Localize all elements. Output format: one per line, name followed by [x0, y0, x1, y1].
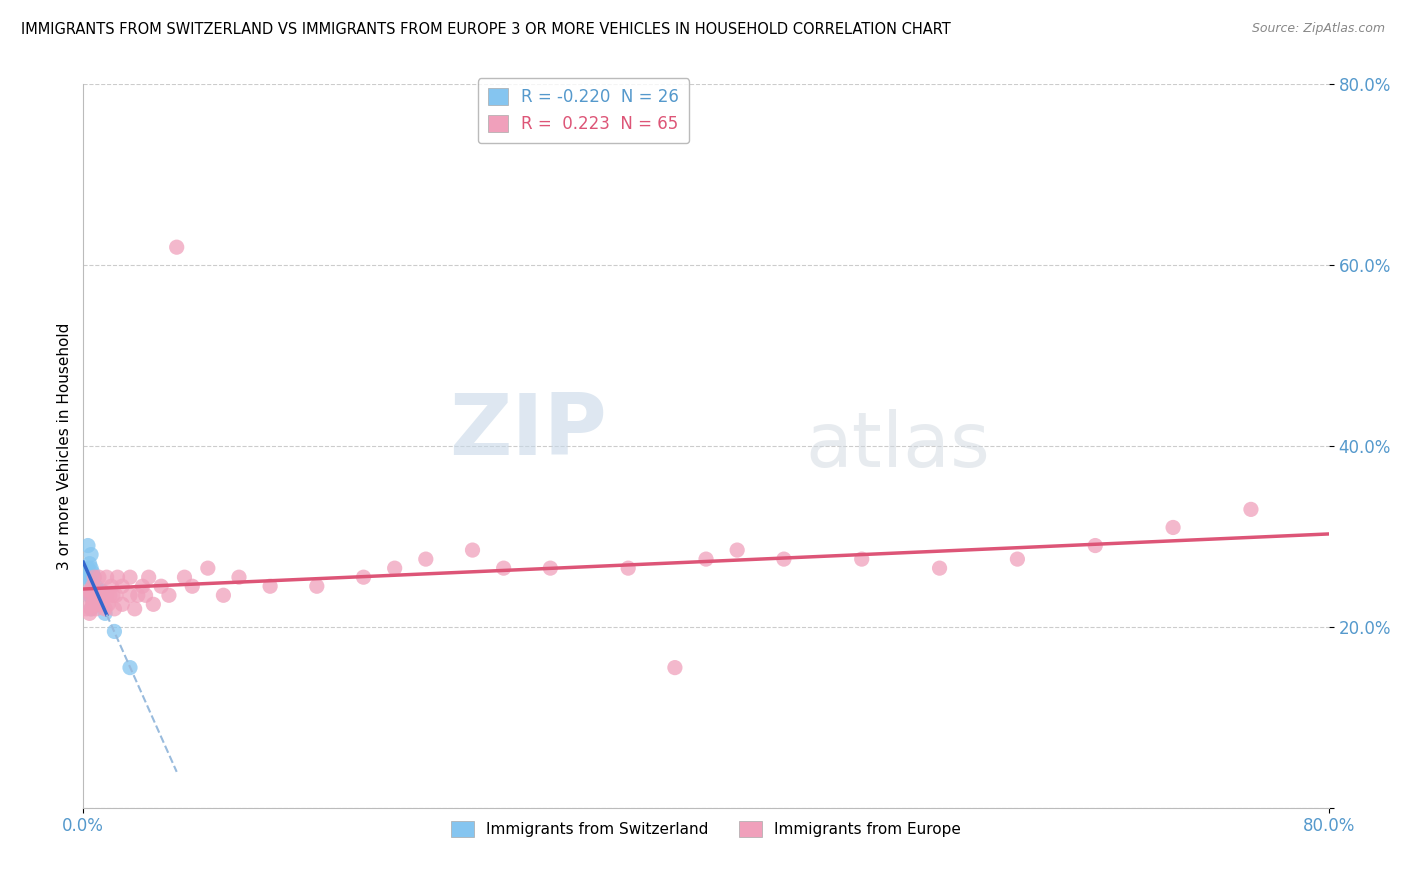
Point [150, 579, 173, 593]
Point [79, 588, 101, 602]
Point [82, 579, 104, 593]
Point [93, 588, 115, 602]
Point [82, 579, 104, 593]
Point [87, 588, 110, 602]
Point [305, 579, 328, 593]
Point [538, 561, 561, 575]
Point [75, 570, 97, 584]
Point [77, 539, 100, 553]
Point [82, 592, 104, 607]
Point [84, 579, 107, 593]
Point [111, 597, 134, 611]
Point [181, 579, 204, 593]
Point [79, 570, 101, 584]
Point [725, 543, 748, 558]
Point [94, 607, 117, 621]
Point [94, 602, 117, 616]
Point [415, 552, 437, 566]
Point [773, 552, 796, 566]
Point [353, 570, 375, 584]
Legend: Immigrants from Switzerland, Immigrants from Europe: Immigrants from Switzerland, Immigrants … [444, 815, 967, 844]
Point [84, 602, 107, 616]
Point [80, 561, 103, 575]
Point [97, 597, 120, 611]
Point [80, 602, 103, 616]
Point [87, 570, 110, 584]
Text: atlas: atlas [806, 409, 991, 483]
Point [101, 588, 124, 602]
Point [79, 607, 101, 621]
Text: IMMIGRANTS FROM SWITZERLAND VS IMMIGRANTS FROM EUROPE 3 OR MORE VEHICLES IN HOUS: IMMIGRANTS FROM SWITZERLAND VS IMMIGRANT… [21, 22, 950, 37]
Point [83, 570, 105, 584]
Point [1161, 520, 1184, 534]
Point [1240, 502, 1263, 516]
Point [96, 570, 118, 584]
Point [79, 557, 101, 571]
Point [80, 588, 103, 602]
Point [80, 588, 103, 602]
Point [212, 588, 235, 602]
Point [80, 570, 103, 584]
Point [86, 597, 108, 611]
Point [851, 552, 873, 566]
Point [103, 602, 125, 616]
Point [142, 597, 165, 611]
Point [157, 588, 180, 602]
Point [80, 548, 103, 562]
Point [83, 588, 105, 602]
Point [928, 561, 950, 575]
Point [228, 570, 250, 584]
Point [84, 592, 107, 607]
Point [91, 597, 114, 611]
Point [91, 583, 114, 598]
Point [695, 552, 717, 566]
Point [492, 561, 515, 575]
Text: Source: ZipAtlas.com: Source: ZipAtlas.com [1251, 22, 1385, 36]
Point [111, 579, 134, 593]
Point [82, 566, 104, 580]
Point [1084, 539, 1107, 553]
Point [1007, 552, 1029, 566]
Point [100, 579, 122, 593]
Point [86, 583, 108, 598]
Point [104, 588, 127, 602]
Point [118, 660, 141, 674]
Point [664, 660, 686, 674]
Point [135, 588, 157, 602]
Point [83, 583, 105, 598]
Point [82, 597, 104, 611]
Point [84, 588, 107, 602]
Point [86, 597, 108, 611]
Point [259, 579, 281, 593]
Point [131, 579, 153, 593]
Y-axis label: 3 or more Vehicles in Household: 3 or more Vehicles in Household [58, 322, 72, 570]
Point [96, 588, 118, 602]
Point [83, 570, 105, 584]
Point [118, 570, 141, 584]
Point [80, 579, 103, 593]
Point [103, 624, 125, 639]
Point [98, 588, 121, 602]
Point [384, 561, 406, 575]
Point [75, 602, 97, 616]
Point [107, 570, 129, 584]
Point [127, 588, 149, 602]
Point [87, 588, 110, 602]
Point [118, 588, 141, 602]
Point [166, 240, 188, 254]
Point [79, 583, 101, 598]
Point [77, 561, 100, 575]
Point [461, 543, 484, 558]
Point [124, 602, 146, 616]
Point [138, 570, 160, 584]
Point [80, 602, 103, 616]
Point [173, 570, 195, 584]
Point [617, 561, 640, 575]
Point [77, 588, 100, 602]
Point [197, 561, 219, 575]
Point [89, 583, 111, 598]
Text: ZIP: ZIP [449, 390, 606, 473]
